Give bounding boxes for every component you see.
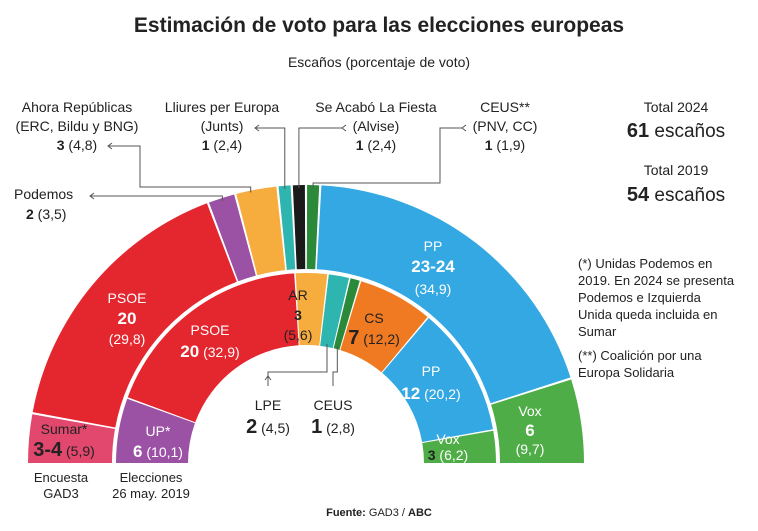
outer-slice-vox (491, 379, 584, 464)
leader-inner-ceus (332, 346, 338, 386)
leader-outer-ahora (108, 145, 252, 193)
note-1-line-5: Sumar (578, 324, 617, 339)
outer-label-podemos-name: Podemos (14, 186, 73, 202)
outer-label-lliures-sub: (Junts) (201, 118, 244, 134)
inner-slice-ceus (333, 278, 360, 350)
caption-outer-line1: Encuesta (34, 470, 89, 485)
arrow-outer-ceus (461, 124, 467, 132)
outer-label-lliures-seats: 1 (2,4) (202, 137, 242, 153)
outer-label-vox-vote: (9,7) (516, 441, 545, 457)
caption-inner-line2: 26 may. 2019 (112, 486, 190, 501)
inner-slice-pp (382, 317, 493, 443)
outer-label-ahora-sub: (ERC, Bildu y BNG) (16, 118, 139, 134)
outer-label-vox-seats: 6 (525, 421, 534, 440)
chart-title: Estimación de voto para las elecciones e… (134, 14, 624, 37)
inner-label-vox-seats: 3 (6,2) (428, 447, 468, 463)
outer-slice-ahora (236, 186, 286, 276)
arrow-outer-podemos (89, 192, 95, 200)
outer-slice-lliures (278, 185, 296, 270)
outer-slice-ceus (306, 185, 320, 270)
inner-slice-ar (295, 273, 328, 346)
inner-label-lpe-name: LPE (255, 397, 281, 413)
arrow-outer-lliures (254, 124, 260, 132)
inner-ring-2019 (116, 273, 496, 464)
outer-label-salf-name: Se Acabó La Fiesta (315, 99, 437, 115)
inner-slice-lpe (320, 274, 350, 349)
outer-label-lliures-name: Lliures per Europa (165, 99, 280, 115)
inner-label-cs-seats: 7 (12,2) (348, 327, 400, 349)
outer-label-ceus-name: CEUS** (480, 99, 530, 115)
chart-subtitle: Escaños (porcentaje de voto) (288, 54, 470, 70)
note-1-line-1: (*) Unidas Podemos en (578, 256, 712, 271)
inner-label-pp-name: PP (422, 363, 441, 379)
inner-label-ar-seats: 3 (294, 307, 302, 323)
outer-slice-pp (316, 185, 571, 404)
inner-label-vox-name: Vox (436, 431, 459, 447)
outer-slice-psoe (32, 203, 237, 428)
note-2-line-2: Europa Solidaria (578, 365, 675, 380)
leader-outer-lliures (255, 127, 286, 189)
outer-label-ceus-sub: (PNV, CC) (473, 118, 538, 134)
outer-label-ahora-seats: 3 (4,8) (57, 137, 97, 153)
inner-label-cs-name: CS (364, 310, 383, 326)
note-2-line-1: (**) Coalición por una (578, 348, 702, 363)
inner-label-up-name: UP* (146, 423, 171, 439)
outer-ring-gad3 (28, 185, 584, 464)
seat-labels: PSOE 20 (29,8) PP 23-24 (34,9) Vox 6(9,7) Sumar*… (14, 99, 544, 501)
outer-label-psoe-name: PSOE (108, 290, 147, 306)
total-2019-value: 54 escaños (627, 184, 725, 206)
arrow-outer-ahora (107, 142, 113, 150)
inner-label-ar-vote: (5,6) (284, 327, 313, 343)
inner-label-ceus-name: CEUS (314, 397, 353, 413)
inner-label-psoe-seats: 20 (32,9) (180, 342, 239, 361)
leader-outer-ceus (312, 127, 462, 189)
outer-label-pp-seats: 23-24 (411, 257, 455, 276)
total-2024-value: 61 escaños (627, 120, 725, 142)
inner-label-ceus-seats: 1 (2,8) (311, 416, 355, 438)
note-1-line-3: Podemos e Izquierda (578, 290, 702, 305)
leader-outer-salf (298, 127, 342, 189)
outer-slice-podemos (208, 194, 256, 282)
side-panel: Total 2024 61 escaños Total 2019 54 escaños… (326, 99, 735, 519)
outer-slice-sumar (28, 414, 116, 464)
inner-slice-psoe (127, 273, 299, 423)
leader-outer-podemos (90, 195, 223, 202)
inner-label-lpe-seats: 2 (4,5) (246, 416, 290, 438)
outer-label-vox-name: Vox (518, 403, 541, 419)
outer-label-sumar-name: Sumar* (41, 421, 88, 437)
outer-label-salf-seats: 1 (2,4) (356, 137, 396, 153)
inner-label-up-seats: 6 (10,1) (133, 442, 183, 461)
outer-label-pp-name: PP (424, 238, 443, 254)
inner-slice-cs (340, 281, 428, 373)
inner-label-psoe-name: PSOE (191, 322, 230, 338)
caption-inner-line1: Elecciones (120, 470, 183, 485)
inner-label-ar-name: AR (288, 287, 307, 303)
outer-label-ahora-name: Ahora Repúblicas (22, 99, 133, 115)
total-2019-label: Total 2019 (644, 162, 709, 178)
outer-slice-salf (292, 185, 306, 270)
arrow-inner-lpe (264, 375, 272, 381)
outer-label-ceus-seats: 1 (1,9) (485, 137, 525, 153)
caption-outer-line2: GAD3 (43, 486, 78, 501)
outer-label-pp-vote: (34,9) (415, 281, 452, 297)
outer-label-psoe-seats: 20 (118, 309, 137, 328)
leader-inner-lpe (267, 343, 328, 386)
arrow-outer-salf (341, 124, 347, 132)
outer-label-psoe-vote: (29,8) (109, 331, 146, 347)
source: Fuente: GAD3 / ABC (326, 507, 432, 519)
outer-label-podemos-seats: 2 (3,5) (26, 206, 66, 222)
leader-lines (89, 124, 467, 386)
inner-label-pp-seats: 12 (20,2) (401, 384, 460, 403)
total-2024-label: Total 2024 (644, 99, 709, 115)
outer-label-salf-sub: (Alvise) (353, 118, 400, 134)
note-1-line-2: 2019. En 2024 se presenta (578, 273, 735, 288)
note-1-line-4: Unida queda incluida en (578, 307, 718, 322)
outer-label-sumar-seats: 3-4 (5,9) (33, 439, 95, 461)
inner-slice-vox (422, 430, 496, 464)
inner-slice-up (116, 398, 195, 464)
